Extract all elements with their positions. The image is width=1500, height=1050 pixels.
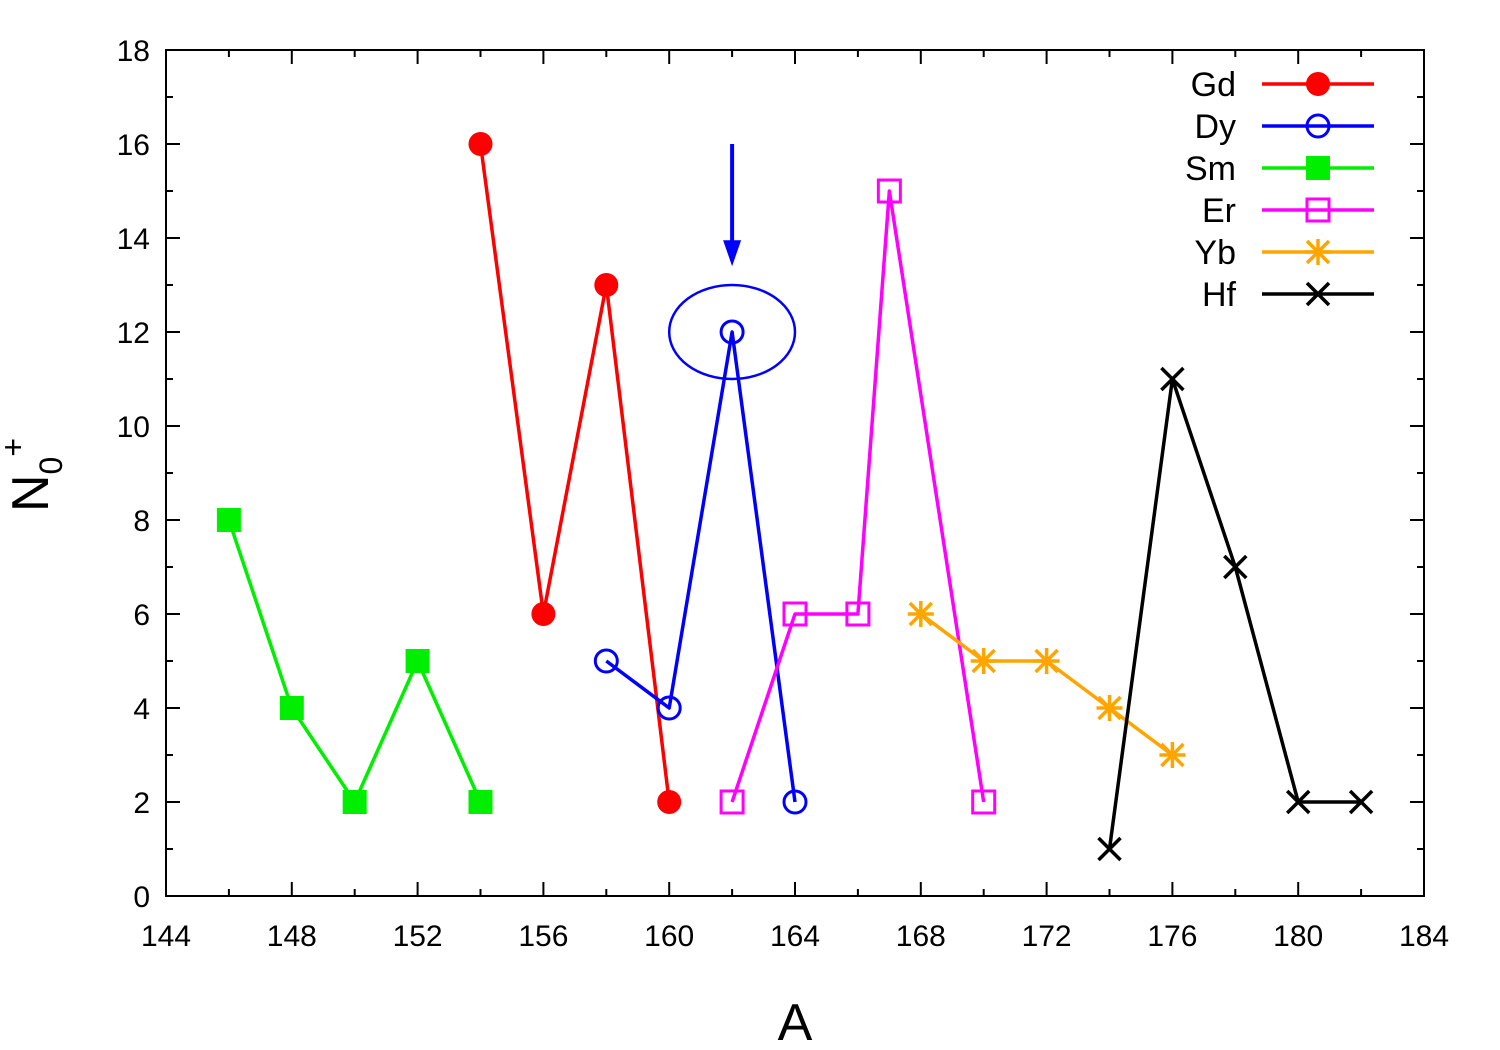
y-axis-label-sup: + [0,438,31,457]
y-tick-label: 10 [117,411,150,444]
data-point [907,601,934,627]
data-point [1160,366,1185,392]
y-tick-label: 6 [133,599,150,632]
x-tick-label: 184 [1399,920,1449,953]
series-line [227,519,483,804]
series-yb [907,601,1186,768]
x-axis-label: A [778,994,813,1050]
series-layer [216,132,1374,862]
legend-label: Dy [1194,108,1236,146]
x-tick-label: 168 [896,920,946,953]
x-tick-label: 152 [393,920,443,953]
legend-label: Gd [1191,66,1236,104]
series-er [719,178,997,815]
legend-marker [1306,72,1330,96]
legend-label: Hf [1202,276,1237,314]
annotations [667,144,797,381]
data-point [593,648,619,674]
series-dy [593,319,808,815]
legend-marker [1305,281,1331,307]
x-tick-label: 156 [518,920,568,953]
data-point [468,132,493,156]
legend-item-gd: Gd [1191,66,1374,104]
series-gd [468,132,682,814]
data-point [656,695,682,721]
data-point [594,273,619,297]
y-tick-label: 14 [117,223,150,256]
data-point [531,602,556,626]
axis-ticks: 144 148 152 156 160 164 168 172 176 180 184 0 2 4 6 8 10… [117,35,1449,953]
data-point [845,601,871,627]
data-point [1033,648,1060,674]
series-hf [1097,366,1374,862]
legend: Gd Dy Sm Er Yb Hf [1185,66,1374,314]
x-tick-label: 144 [141,920,191,953]
y-axis-label: N0+ [0,438,69,512]
data-point [876,178,902,204]
y-tick-label: 8 [133,505,150,538]
legend-label: Er [1202,192,1236,230]
data-point [468,790,493,814]
legend-item-sm: Sm [1185,150,1374,188]
data-point [279,696,304,720]
highlight-ellipse [667,283,797,381]
x-tick-label: 180 [1273,920,1323,953]
data-point [719,319,745,345]
legend-marker [1305,239,1331,265]
data-point [216,508,241,532]
y-axis-label-sub: 0 [33,457,69,475]
y-tick-label: 12 [117,317,150,350]
legend-marker [1305,197,1331,223]
data-point [970,648,997,674]
data-point [1097,836,1122,862]
data-point [1223,554,1248,580]
data-point [719,789,745,815]
series-sm [216,508,493,814]
legend-item-dy: Dy [1194,108,1374,146]
highlight-arrow [723,144,742,267]
data-point [971,789,997,815]
x-tick-label: 172 [1022,920,1072,953]
data-point [1159,742,1186,768]
x-tick-label: 148 [267,920,317,953]
legend-label: Yb [1194,234,1236,272]
data-point [1285,789,1311,815]
data-point [342,790,367,814]
y-tick-label: 18 [117,35,150,68]
data-point [782,601,808,627]
series-line [730,189,986,803]
legend-item-er: Er [1202,192,1374,230]
x-tick-label: 164 [770,920,820,953]
legend-item-hf: Hf [1202,276,1374,314]
data-point [782,789,808,815]
legend-marker [1305,113,1331,139]
series-line [478,143,671,803]
y-tick-label: 0 [133,881,150,914]
data-point [1348,789,1374,815]
y-tick-label: 2 [133,787,150,820]
x-tick-label: 160 [644,920,694,953]
data-point [405,649,430,673]
y-axis-label-main: N [2,474,60,512]
legend-label: Sm [1185,150,1236,188]
legend-item-yb: Yb [1194,234,1374,272]
y-tick-label: 4 [133,693,150,726]
series-line [605,330,797,803]
data-point [657,790,682,814]
legend-marker [1306,156,1330,180]
svg-text:N0+: N0+ [0,438,69,512]
y-tick-label: 16 [117,129,150,162]
x-tick-label: 176 [1147,920,1197,953]
series-line [1107,377,1362,850]
data-point [1096,695,1123,721]
